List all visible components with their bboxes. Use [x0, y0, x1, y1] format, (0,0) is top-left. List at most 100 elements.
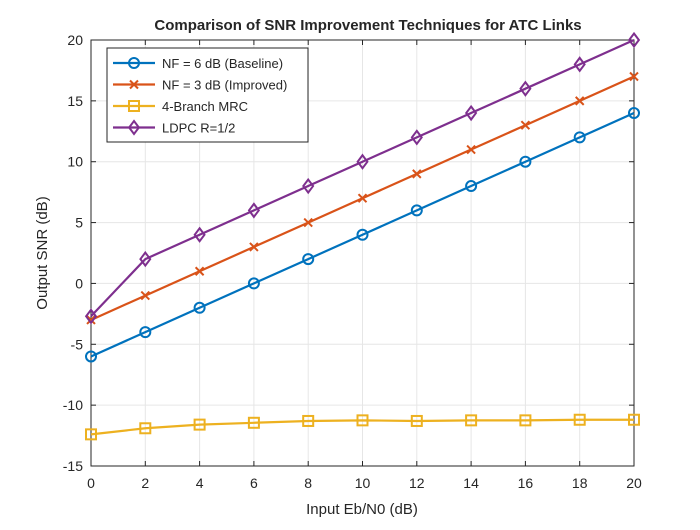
data-point: [628, 107, 640, 120]
x-marker-stroke: [357, 193, 368, 203]
x-tick-label: 0: [87, 475, 95, 491]
data-point: [464, 104, 478, 122]
data-point: [302, 414, 315, 427]
x-axis-label: Input Eb/N0 (dB): [306, 501, 418, 518]
legend: NF = 6 dB (Baseline) NF = 3 dB (Improved)…: [106, 47, 309, 143]
data-point: [519, 80, 532, 97]
data-point: [520, 120, 531, 130]
x-marker-stroke: [520, 120, 531, 130]
x-marker-stroke: [86, 315, 96, 325]
series-line: [90, 112, 635, 358]
y-axis-label: Output SNR (dB): [34, 196, 51, 309]
x-tick-label: 8: [304, 475, 312, 491]
data-point: [84, 308, 98, 325]
x-marker-stroke: [412, 169, 422, 179]
x-tick-label: 2: [141, 475, 149, 491]
data-point: [247, 277, 260, 290]
y-tick-label: -5: [71, 336, 84, 352]
data-point: [302, 253, 315, 266]
x-tick-label: 14: [463, 475, 479, 491]
legend-item: NF = 3 dB (Improved): [113, 78, 287, 93]
data-point: [193, 418, 206, 431]
x-tick-label: 10: [355, 475, 371, 491]
y-tick-label: 5: [75, 215, 83, 231]
data-point: [247, 202, 261, 219]
x-marker-stroke: [574, 96, 585, 106]
x-marker-stroke: [129, 79, 139, 90]
data-point: [466, 144, 476, 155]
legend-item: 4-Branch MRC: [113, 99, 248, 114]
data-point: [629, 71, 639, 82]
data-point: [356, 153, 369, 170]
data-point: [356, 414, 369, 427]
y-tick-label: -10: [63, 397, 83, 413]
data-point: [139, 250, 152, 268]
series-line: [90, 418, 634, 436]
x-tick-label: 4: [196, 475, 204, 491]
x-marker-stroke: [140, 290, 151, 301]
series-4-branch-mrc: [85, 413, 640, 441]
data-point: [86, 315, 96, 325]
data-point: [139, 326, 152, 339]
legend-marker: [127, 119, 141, 136]
data-point: [249, 242, 259, 252]
data-point: [465, 180, 478, 193]
legend-item: NF = 6 dB (Baseline): [113, 56, 283, 71]
data-point: [627, 31, 641, 49]
x-marker-stroke: [629, 71, 639, 82]
legend-label: LDPC R=1/2: [162, 121, 235, 136]
data-point: [412, 169, 422, 179]
series-lines: [84, 31, 641, 441]
data-point: [193, 301, 206, 314]
data-point: [85, 350, 97, 363]
x-tick-label: 16: [518, 475, 534, 491]
x-tick-label: 6: [250, 475, 258, 491]
data-point: [628, 413, 640, 426]
data-point: [573, 56, 586, 73]
legend-marker: [128, 57, 140, 69]
data-point: [140, 290, 151, 301]
data-point: [302, 177, 315, 195]
data-point: [519, 155, 532, 168]
axis-ticks: 0 2 4 6 8 10 12 14 16 18 20 -15 -10 -5 0 5 10 15 20: [63, 32, 642, 491]
data-point: [574, 96, 585, 106]
data-point: [194, 266, 205, 276]
y-tick-label: 10: [67, 154, 83, 170]
data-point: [303, 217, 313, 228]
legend-marker: [128, 100, 140, 112]
data-point: [410, 129, 423, 146]
legend-marker: [129, 79, 139, 90]
data-point: [85, 428, 97, 441]
series-nf-6-db-baseline: [85, 107, 640, 363]
series-nf-3-db-improved: [86, 71, 639, 325]
chart-title: Comparison of SNR Improvement Techniques…: [154, 17, 581, 34]
legend-item: LDPC R=1/2: [113, 119, 235, 136]
data-point: [410, 414, 423, 427]
data-point: [519, 414, 532, 427]
data-point: [573, 131, 586, 144]
y-tick-label: 0: [75, 275, 83, 291]
data-point: [465, 414, 478, 427]
data-point: [410, 204, 423, 217]
data-point: [139, 422, 152, 435]
data-point: [573, 413, 586, 426]
x-tick-label: 20: [626, 475, 642, 491]
data-point: [193, 226, 206, 243]
data-point: [357, 193, 368, 203]
x-marker-stroke: [466, 144, 476, 155]
legend-label: NF = 6 dB (Baseline): [162, 56, 283, 71]
legend-label: 4-Branch MRC: [162, 99, 248, 114]
series-ldpc-r-1-2: [84, 31, 641, 325]
x-tick-label: 12: [409, 475, 425, 491]
y-tick-label: 20: [67, 32, 83, 48]
series-line: [90, 38, 635, 318]
y-tick-label: 15: [67, 93, 83, 109]
x-marker-stroke: [194, 266, 205, 276]
legend-label: NF = 3 dB (Improved): [162, 78, 287, 93]
data-point: [247, 416, 260, 429]
x-marker-stroke: [249, 242, 259, 252]
data-point: [356, 228, 369, 241]
